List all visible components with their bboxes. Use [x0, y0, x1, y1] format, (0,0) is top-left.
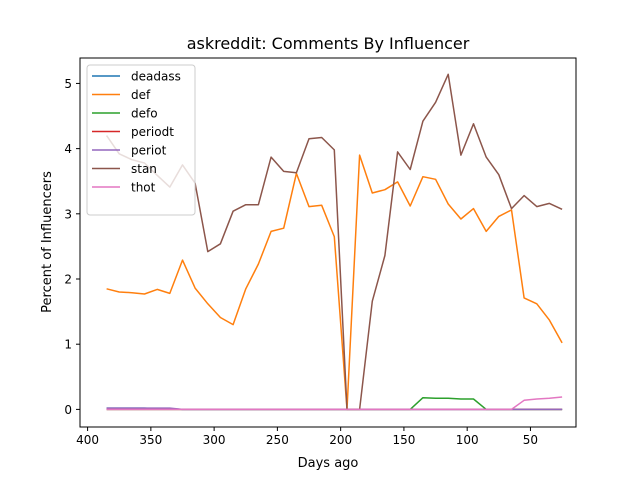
legend-label-def: def [131, 88, 151, 102]
legend-label-stan: stan [131, 162, 157, 176]
x-tick-label: 300 [203, 433, 226, 447]
x-tick-label: 250 [266, 433, 289, 447]
legend-label-deadass: deadass [131, 70, 181, 84]
y-tick-label: 5 [64, 77, 72, 91]
plot-frame [79, 57, 577, 428]
series-line-thot [106, 396, 563, 411]
y-tick-label: 3 [64, 207, 72, 221]
y-tick-label: 2 [64, 273, 72, 287]
y-tick-label: 4 [64, 142, 72, 156]
y-axis: 0 1 2 3 4 5 [64, 77, 80, 417]
x-tick-label: 350 [139, 433, 162, 447]
x-tick-label: 200 [329, 433, 352, 447]
legend-label-defo: defo [131, 107, 158, 121]
x-tick-label: 50 [523, 433, 538, 447]
series-line-def [106, 154, 563, 411]
legend-box [86, 64, 196, 216]
chart-title: askreddit: Comments By Influencer [187, 34, 470, 53]
y-axis-label: Percent of Influencers [40, 171, 55, 313]
x-tick-label: 150 [392, 433, 415, 447]
legend: deadass def defo periodt periot stan thot [86, 64, 196, 216]
x-tick-label: 100 [456, 433, 479, 447]
legend-label-thot: thot [131, 181, 156, 195]
x-axis: 400 350 300 250 200 150 100 50 [76, 427, 538, 447]
legend-label-periodt: periodt [131, 125, 174, 139]
y-tick-label: 0 [64, 403, 72, 417]
x-axis-label: Days ago [298, 456, 359, 471]
plot-series [105, 73, 563, 411]
legend-label-periot: periot [131, 144, 167, 158]
x-tick-label: 400 [76, 433, 99, 447]
y-tick-label: 1 [64, 338, 72, 352]
